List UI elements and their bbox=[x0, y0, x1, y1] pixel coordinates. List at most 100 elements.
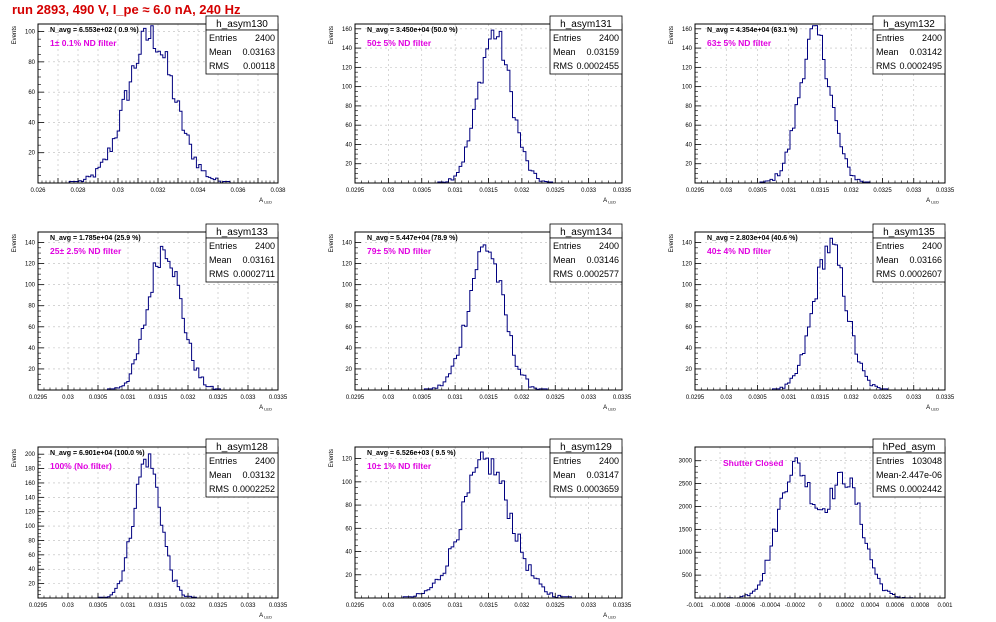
x-tick-label: 0.0295 bbox=[29, 395, 48, 401]
x-tick-label: 0.033 bbox=[240, 395, 256, 401]
y-tick-label: 40 bbox=[28, 567, 35, 573]
x-tick-label: 0 bbox=[818, 603, 822, 609]
y-tick-label: 100 bbox=[25, 30, 36, 36]
page-title: run 2893, 490 V, I_pe ≈ 6.0 nA, 240 Hz bbox=[12, 2, 241, 17]
x-tick-label: 0.033 bbox=[906, 188, 922, 194]
stats-value: 0.0002577 bbox=[576, 269, 619, 279]
x-tick-label: 0.032 bbox=[150, 188, 166, 194]
x-axis-title: A LED bbox=[603, 405, 616, 412]
x-tick-label: 0.001 bbox=[937, 603, 953, 609]
stats-value: 0.00118 bbox=[243, 61, 275, 71]
y-tick-label: 40 bbox=[28, 120, 35, 126]
x-tick-label: 0.0305 bbox=[413, 395, 432, 401]
panel-h_asym130: 0.026 0.028 0.03 0.032 0.034 0.036 0.038 20 40 60… bbox=[12, 15, 286, 205]
y-tick-label: 40 bbox=[685, 142, 692, 148]
x-tick-label: 0.03 bbox=[62, 395, 74, 401]
y-tick-label: 120 bbox=[342, 262, 353, 268]
y-tick-label: 120 bbox=[682, 65, 693, 71]
y-tick-label: 160 bbox=[682, 27, 693, 33]
x-tick-label: 0.0315 bbox=[811, 395, 830, 401]
y-tick-label: 1500 bbox=[679, 527, 693, 533]
stats-value: 0.03163 bbox=[242, 47, 275, 57]
stats-box bbox=[205, 237, 279, 283]
x-tick-label: 0.03 bbox=[720, 395, 732, 401]
stats-value: 2400 bbox=[922, 241, 942, 251]
stats-label: RMS bbox=[209, 61, 229, 71]
y-axis-title: Events bbox=[669, 26, 675, 44]
stats-label: Entries bbox=[209, 33, 238, 43]
y-tick-label: 180 bbox=[25, 467, 36, 473]
histogram-name: h_asym133 bbox=[216, 227, 268, 238]
y-tick-label: 1000 bbox=[679, 550, 693, 556]
stats-box bbox=[872, 237, 946, 283]
y-tick-label: 120 bbox=[25, 510, 36, 516]
x-tick-label: 0.031 bbox=[781, 188, 797, 194]
stats-box bbox=[549, 237, 623, 283]
stats-label: Mean bbox=[876, 255, 899, 265]
stats-label: RMS bbox=[553, 269, 573, 279]
histogram-name: h_asym134 bbox=[560, 227, 612, 238]
stats-value: 0.0002607 bbox=[899, 269, 942, 279]
x-tick-label: -0.001 bbox=[686, 603, 704, 609]
stats-value: 2400 bbox=[599, 33, 619, 43]
y-tick-label: 80 bbox=[345, 304, 352, 310]
panel-h_asym131: 0.0295 0.03 0.0305 0.031 0.0315 0.032 0.0325 0.… bbox=[329, 15, 632, 205]
x-tick-label: 0.031 bbox=[448, 188, 464, 194]
histogram-name: h_asym129 bbox=[560, 442, 612, 453]
navg-label: N_avg = 2.803e+04 (40.6 %) bbox=[707, 235, 798, 242]
x-tick-label: 0.0315 bbox=[149, 395, 168, 401]
x-tick-label: 0.031 bbox=[781, 395, 797, 401]
x-tick-label: 0.0305 bbox=[413, 603, 432, 609]
x-tick-label: 0.0295 bbox=[29, 603, 48, 609]
y-tick-label: 3000 bbox=[679, 459, 693, 465]
stats-value: 0.0002495 bbox=[899, 61, 942, 71]
panel-h_asym135: 0.0295 0.03 0.0305 0.031 0.0315 0.032 0.0325 0.… bbox=[669, 223, 955, 412]
stats-value: 0.03142 bbox=[909, 47, 942, 57]
x-axis-title: A LED bbox=[259, 198, 272, 205]
x-tick-label: 0.0006 bbox=[886, 603, 905, 609]
stats-label: Mean bbox=[209, 255, 232, 265]
y-tick-label: 100 bbox=[342, 85, 353, 91]
stats-value: 0.0002711 bbox=[233, 269, 275, 279]
x-tick-label: 0.0335 bbox=[269, 395, 288, 401]
x-tick-label: 0.0315 bbox=[479, 603, 498, 609]
x-tick-label: 0.0305 bbox=[748, 188, 767, 194]
stats-label: RMS bbox=[876, 269, 896, 279]
histogram-line bbox=[38, 25, 278, 184]
x-tick-label: -0.0002 bbox=[785, 603, 806, 609]
y-axis-title: Events bbox=[329, 449, 335, 467]
y-tick-label: 80 bbox=[28, 538, 35, 544]
x-tick-label: -0.0006 bbox=[735, 603, 756, 609]
y-tick-label: 80 bbox=[345, 104, 352, 110]
stats-value: 0.03147 bbox=[586, 470, 619, 480]
y-tick-label: 140 bbox=[25, 495, 36, 501]
y-tick-label: 60 bbox=[685, 123, 692, 129]
y-tick-label: 140 bbox=[342, 46, 353, 52]
x-tick-label: 0.031 bbox=[120, 395, 136, 401]
y-tick-label: 40 bbox=[345, 346, 352, 352]
x-tick-label: 0.0325 bbox=[873, 395, 892, 401]
x-tick-label: 0.0325 bbox=[209, 395, 228, 401]
panel-h_asym129: 0.0295 0.03 0.0305 0.031 0.0315 0.032 0.0325 0.… bbox=[329, 438, 632, 620]
stats-value: 0.0003659 bbox=[576, 484, 619, 494]
y-tick-label: 80 bbox=[685, 104, 692, 110]
y-tick-label: 160 bbox=[25, 481, 36, 487]
y-tick-label: 140 bbox=[342, 241, 353, 247]
panel-h_asym133: 0.0295 0.03 0.0305 0.031 0.0315 0.032 0.0325 0.… bbox=[12, 223, 288, 412]
stats-label: RMS bbox=[553, 484, 573, 494]
y-tick-label: 100 bbox=[342, 480, 353, 486]
x-tick-label: 0.0325 bbox=[546, 188, 565, 194]
y-axis-title: Events bbox=[329, 234, 335, 252]
x-tick-label: 0.0305 bbox=[413, 188, 432, 194]
x-tick-label: 0.0305 bbox=[89, 603, 108, 609]
y-tick-label: 100 bbox=[25, 524, 36, 530]
stats-label: Entries bbox=[553, 456, 582, 466]
y-tick-label: 80 bbox=[28, 304, 35, 310]
x-tick-label: 0.031 bbox=[120, 603, 136, 609]
x-tick-label: 0.036 bbox=[230, 188, 246, 194]
x-tick-label: 0.0315 bbox=[149, 603, 168, 609]
y-axis-title: Events bbox=[669, 234, 675, 252]
y-axis-title: Events bbox=[329, 26, 335, 44]
histogram-name: h_asym128 bbox=[216, 442, 268, 453]
stats-label: Entries bbox=[876, 33, 905, 43]
